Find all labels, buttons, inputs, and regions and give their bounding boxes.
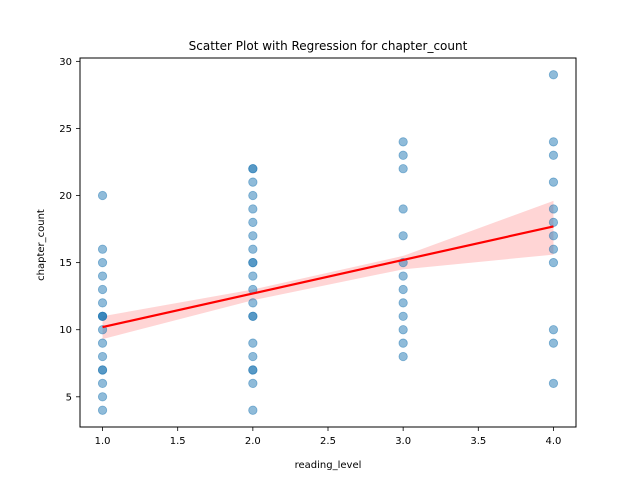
- data-point: [548, 244, 559, 254]
- data-point: [248, 405, 258, 415]
- data-point: [248, 338, 258, 348]
- data-point: [97, 298, 108, 308]
- points-layer: [97, 70, 559, 415]
- data-point: [248, 311, 258, 321]
- x-tick-label: 4.0: [546, 436, 562, 447]
- data-point: [398, 137, 408, 147]
- data-point: [548, 231, 559, 241]
- data-point: [97, 365, 108, 375]
- data-point: [548, 378, 559, 388]
- y-tick-label: 20: [59, 191, 72, 202]
- data-point: [97, 244, 108, 254]
- confidence-band: [102, 200, 554, 340]
- data-point: [398, 351, 408, 362]
- data-point: [398, 150, 408, 160]
- data-point: [97, 311, 108, 321]
- data-point: [248, 298, 258, 308]
- data-point: [248, 177, 258, 187]
- y-tick-label: 5: [66, 392, 72, 403]
- y-axis-label: chapter_count: [36, 209, 47, 281]
- data-point: [97, 338, 108, 348]
- x-tick-label: 2.0: [245, 436, 261, 447]
- data-point: [398, 325, 408, 335]
- y-tick-label: 30: [59, 57, 72, 68]
- data-point: [248, 217, 258, 227]
- data-point: [248, 164, 258, 174]
- data-point: [548, 177, 559, 187]
- data-point: [548, 70, 559, 80]
- data-point: [248, 365, 258, 375]
- data-point: [548, 338, 559, 348]
- data-point: [398, 338, 408, 348]
- data-point: [398, 284, 408, 295]
- x-tick-label: 1.0: [95, 436, 111, 447]
- data-point: [548, 258, 559, 268]
- data-point: [398, 231, 408, 241]
- y-tick-label: 25: [59, 124, 72, 135]
- x-axis: 1.0 1.5 2.0 2.5 3.0 3.5 4.0: [95, 427, 562, 447]
- y-tick-label: 15: [59, 258, 72, 269]
- data-point: [248, 351, 258, 362]
- data-point: [398, 271, 408, 281]
- regression-line-layer: [102, 225, 554, 329]
- data-point: [248, 244, 258, 254]
- data-point: [548, 150, 559, 160]
- data-point: [398, 164, 408, 174]
- data-point: [248, 190, 258, 201]
- data-point: [97, 284, 108, 295]
- data-point: [97, 271, 108, 281]
- data-point: [97, 351, 108, 362]
- plot-area: [79, 57, 577, 428]
- data-point: [398, 311, 408, 321]
- data-point: [398, 298, 408, 308]
- data-point: [248, 378, 258, 388]
- data-point: [248, 204, 258, 214]
- data-point: [248, 231, 258, 241]
- x-tick-label: 3.0: [395, 436, 411, 447]
- x-axis-label: reading_level: [295, 460, 362, 471]
- data-point: [97, 392, 108, 402]
- data-point: [548, 217, 559, 227]
- data-point: [248, 271, 258, 281]
- data-point: [97, 378, 108, 388]
- data-point: [548, 137, 559, 147]
- y-axis: 5 10 15 20 25 30: [59, 57, 80, 403]
- data-point: [548, 204, 559, 214]
- x-tick-label: 1.5: [170, 436, 186, 447]
- data-point: [548, 325, 559, 335]
- y-tick-label: 10: [59, 325, 72, 336]
- data-point: [97, 258, 108, 268]
- data-point: [398, 204, 408, 214]
- x-tick-label: 3.5: [470, 436, 486, 447]
- regression-line: [102, 225, 554, 329]
- data-point: [97, 405, 108, 415]
- data-point: [97, 190, 108, 201]
- data-point: [248, 258, 258, 268]
- confidence-band-layer: [102, 200, 554, 340]
- x-tick-label: 2.5: [320, 436, 336, 447]
- chart-title: Scatter Plot with Regression for chapter…: [189, 39, 468, 53]
